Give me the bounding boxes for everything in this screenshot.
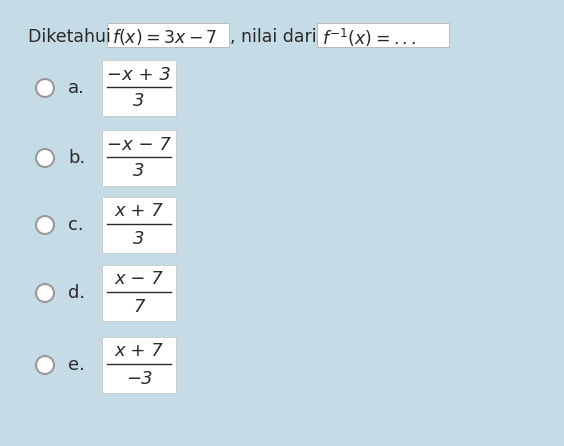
Text: 7: 7	[133, 297, 145, 315]
Text: a.: a.	[68, 79, 85, 97]
FancyBboxPatch shape	[102, 130, 176, 186]
Text: x + 7: x + 7	[114, 343, 164, 360]
Text: $f^{-1}(x) = ...$: $f^{-1}(x) = ...$	[322, 27, 417, 49]
Circle shape	[36, 284, 54, 302]
Text: 3: 3	[133, 230, 145, 248]
Text: e.: e.	[68, 356, 85, 374]
Text: x − 7: x − 7	[114, 271, 164, 289]
Circle shape	[36, 216, 54, 234]
Text: x + 7: x + 7	[114, 202, 164, 220]
Text: −3: −3	[126, 369, 152, 388]
FancyBboxPatch shape	[102, 337, 176, 393]
Text: $f(x) = 3x - 7$: $f(x) = 3x - 7$	[112, 27, 218, 47]
Circle shape	[36, 149, 54, 167]
Text: , nilai dari: , nilai dari	[230, 28, 322, 46]
Text: Diketahui: Diketahui	[28, 28, 116, 46]
FancyBboxPatch shape	[102, 265, 176, 321]
Text: d.: d.	[68, 284, 85, 302]
Text: −x + 3: −x + 3	[107, 66, 171, 83]
Circle shape	[36, 356, 54, 374]
Text: 3: 3	[133, 162, 145, 181]
FancyBboxPatch shape	[4, 4, 560, 442]
Text: 3: 3	[133, 92, 145, 111]
Text: b.: b.	[68, 149, 85, 167]
FancyBboxPatch shape	[317, 23, 449, 47]
Circle shape	[36, 79, 54, 97]
FancyBboxPatch shape	[102, 60, 176, 116]
Text: c.: c.	[68, 216, 83, 234]
FancyBboxPatch shape	[102, 197, 176, 253]
FancyBboxPatch shape	[107, 23, 229, 47]
Text: −x − 7: −x − 7	[107, 136, 171, 153]
